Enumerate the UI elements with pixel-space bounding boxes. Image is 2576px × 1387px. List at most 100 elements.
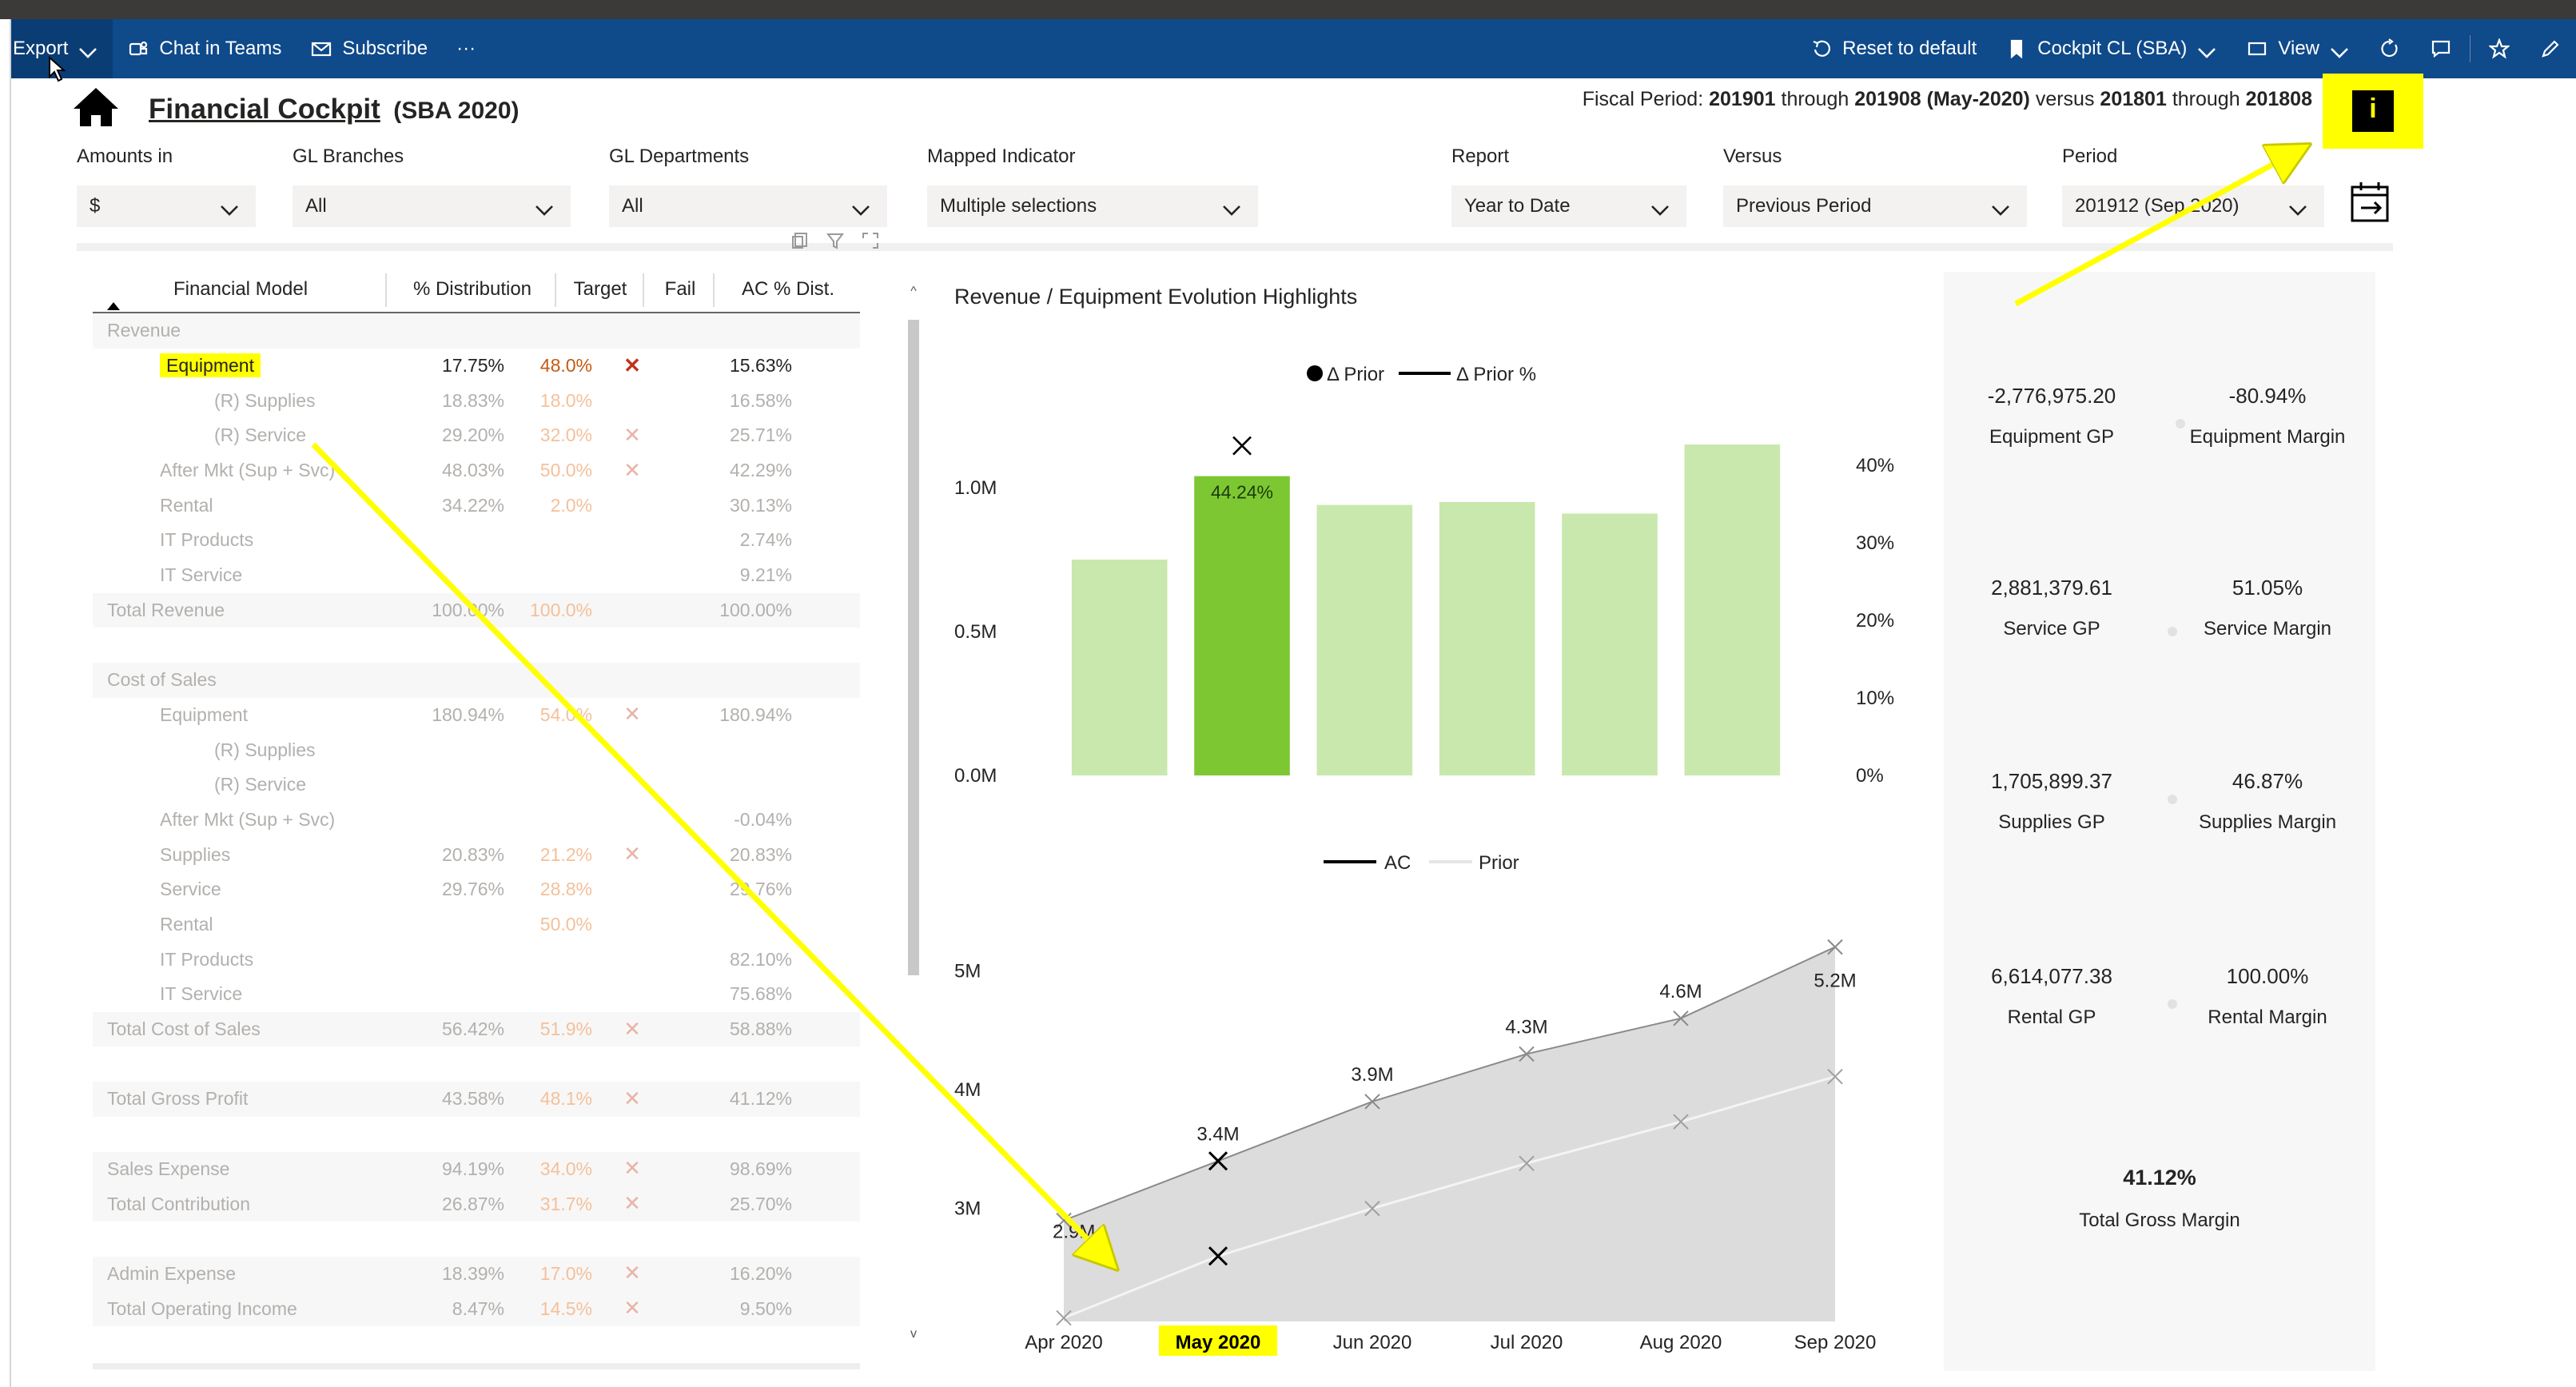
table-row[interactable]: Revenue [93,313,860,349]
x-axis-label: Apr 2020 [1025,1332,1102,1353]
table-row[interactable]: IT Service 75.68% [93,977,860,1012]
page-title[interactable]: Financial Cockpit [149,93,380,125]
period-dropdown[interactable]: 201912 (Sep 2020) [2062,185,2324,227]
subscribe-button[interactable]: Subscribe [296,19,442,78]
reset-to-default-button[interactable]: Reset to default [1796,19,1991,78]
bookmark-button[interactable]: Cockpit CL (SBA) [1991,19,2232,78]
table-row[interactable]: (R) Supplies 18.83% 18.0% 16.58% [93,383,860,418]
table-row[interactable]: (R) Service 29.20% 32.0% ✕ 25.71% [93,418,860,453]
table-row[interactable] [93,1046,860,1082]
fiscal-through: through [1781,88,1849,110]
ac-point-marker [1519,1046,1535,1062]
ac-data-label: 3.9M [1351,1064,1393,1086]
scroll-down-arrow[interactable]: v [910,1327,917,1341]
edit-button[interactable] [2525,19,2576,78]
row-label: (R) Service [93,774,388,795]
teams-icon [127,38,149,60]
column-header-distribution[interactable]: % Distribution [412,278,532,300]
table-row[interactable]: Total Gross Profit 43.58% 48.1% ✕ 41.12% [93,1082,860,1117]
filter-icon[interactable] [826,232,845,249]
row-label: (R) Supplies [93,739,388,761]
kpi-value: 100.00% [2226,964,2309,988]
kpi-rental-gp[interactable]: 6,614,077.38 Rental GP [1944,964,2160,1029]
gl-branches-dropdown[interactable]: All [293,185,571,227]
row-label-text: Total Gross Profit [107,1088,249,1110]
chat-in-teams-button[interactable]: Chat in Teams [113,19,296,78]
copy-icon[interactable] [791,232,809,249]
table-row[interactable]: IT Products 82.10% [93,942,860,977]
table-row[interactable]: (R) Supplies [93,732,860,767]
table-row[interactable]: Sales Expense 94.19% 34.0% ✕ 98.69% [93,1151,860,1187]
table-row[interactable]: Admin Expense 18.39% 17.0% ✕ 16.20% [93,1256,860,1292]
gl-departments-dropdown[interactable]: All [609,185,887,227]
kpi-equipment-margin[interactable]: -80.94% Equipment Margin [2160,384,2375,448]
sort-ascending-icon[interactable] [107,302,120,310]
table-row[interactable]: After Mkt (Sup + Svc) 48.03% 50.0% ✕ 42.29% [93,453,860,488]
comments-button[interactable] [2415,19,2467,78]
table-row[interactable]: Service 29.76% 28.8% 29.76% [93,872,860,907]
table-row[interactable]: Rental 50.0% [93,907,860,943]
table-row[interactable] [93,1117,860,1152]
table-row[interactable]: Cost of Sales [93,662,860,698]
table-row[interactable] [93,628,860,663]
versus-dropdown[interactable]: Previous Period [1723,185,2027,227]
kpi-rental-margin[interactable]: 100.00% Rental Margin [2160,964,2375,1029]
x-axis-label: Jun 2020 [1333,1332,1412,1353]
table-row[interactable]: Equipment 180.94% 54.0% ✕ 180.94% [93,698,860,733]
refresh-icon [2379,38,2401,60]
kpi-equipment-gp[interactable]: -2,776,975.20 Equipment GP [1944,384,2160,448]
kpi-supplies-margin[interactable]: 46.87% Supplies Margin [2160,769,2375,834]
more-options-button[interactable]: ··· [442,19,490,78]
table-row[interactable]: IT Products 2.74% [93,523,860,558]
table-row[interactable]: Total Cost of Sales 56.42% 51.9% ✕ 58.88% [93,1011,860,1047]
table-row[interactable]: After Mkt (Sup + Svc) -0.04% [93,803,860,838]
row-label: Cost of Sales [93,669,388,691]
info-button[interactable]: i [2323,74,2423,149]
scrollbar-thumb[interactable] [908,320,919,975]
column-header-ac-dist[interactable]: AC % Dist. [741,278,834,300]
report-dropdown[interactable]: Year to Date [1451,185,1686,227]
kpi-service-margin[interactable]: 51.05% Service Margin [2160,576,2375,640]
row-label-text: Admin Expense [107,1262,237,1284]
fail-cell: ✕ [592,1297,672,1320]
table-row[interactable]: IT Service 9.21% [93,558,860,593]
focus-mode-icon[interactable] [862,232,879,249]
kpi-supplies-gp[interactable]: 1,705,899.37 Supplies GP [1944,769,2160,834]
column-header-fail[interactable]: Fail [664,278,696,300]
column-header-target[interactable]: Target [573,278,627,300]
home-icon[interactable] [72,86,120,132]
filter-label: Versus [1723,145,1782,167]
chevron-down-icon [1221,200,1242,216]
refresh-button[interactable] [2364,19,2415,78]
table-row[interactable]: Total Revenue 100.00% 100.0% 100.00% [93,592,860,628]
view-button[interactable]: View [2232,19,2364,78]
dropdown-value: $ [90,195,101,217]
row-label-text: Supplies [160,843,231,865]
kpi-service-gp[interactable]: 2,881,379.61 Service GP [1944,576,2160,640]
column-header-financial-model[interactable]: Financial Model [173,278,309,300]
bar-y2-tick-label: 40% [1856,455,1894,476]
scroll-up-arrow[interactable]: ^ [910,285,917,298]
line-y-tick-label: 3M [954,1198,981,1220]
row-label: Revenue [93,320,388,341]
chevron-down-icon [850,200,871,216]
table-row[interactable]: Supplies 20.83% 21.2% ✕ 20.83% [93,837,860,872]
table-row[interactable]: Equipment 17.75% 48.0% ✕ 15.63% [93,349,860,384]
filter-mapped-indicator: Mapped Indicator Multiple selections [927,145,1258,227]
mapped-indicator-dropdown[interactable]: Multiple selections [927,185,1258,227]
kpi-total-gross-margin[interactable]: 41.12% Total Gross Margin [1944,1166,2375,1232]
undo-icon [1810,38,1833,60]
table-row[interactable] [93,1222,860,1257]
table-row[interactable]: (R) Service [93,767,860,803]
table-row[interactable]: Total Contribution 26.87% 31.7% ✕ 25.70% [93,1186,860,1222]
fail-x-icon: ✕ [623,1086,641,1110]
ac-dist-cell: 100.00% [719,599,792,620]
table-row[interactable]: Rental 34.22% 2.0% 30.13% [93,488,860,523]
info-icon: i [2352,90,2394,132]
table-row[interactable]: Total Operating Income 8.47% 14.5% ✕ 9.50% [93,1291,860,1326]
favorite-button[interactable] [2474,19,2525,78]
bar-jul-2020 [1439,502,1535,775]
calendar-export-icon[interactable] [2350,179,2393,224]
kpi-value: 6,614,077.38 [1991,964,2112,988]
amounts-in-dropdown[interactable]: $ [77,185,256,227]
